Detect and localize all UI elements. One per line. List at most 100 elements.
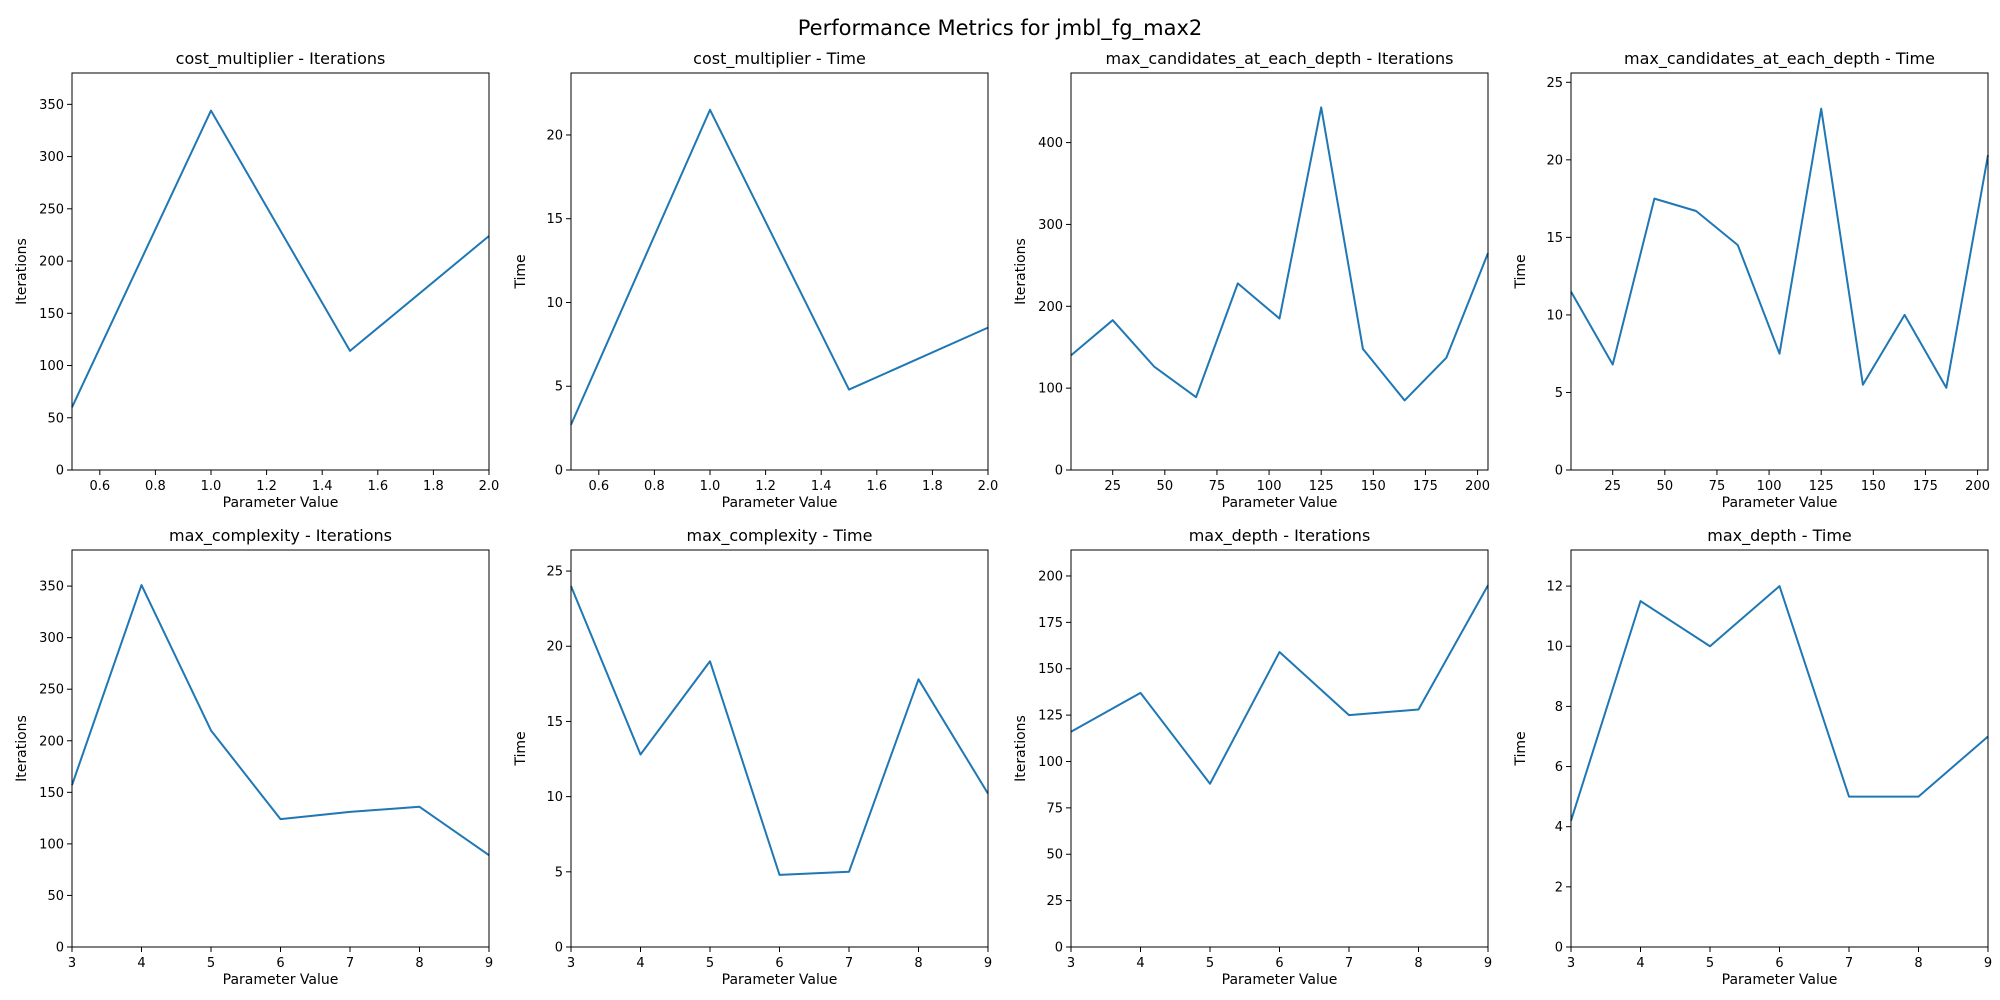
x-tick-label: 1.8 [922,479,943,494]
x-tick-label: 1.0 [700,479,721,494]
y-tick-label: 75 [1046,801,1063,816]
y-tick-label: 20 [1546,153,1563,168]
y-tick-label: 6 [1555,760,1563,775]
subplot-grid: 0.6 0.8 1.0 1.2 1.4 1.6 1.8 2.00501001502002503… [14,49,1992,988]
x-tick-label: 8 [914,956,922,971]
y-tick-label: 0 [1055,941,1063,956]
subplot-6: 3 4 5 6 7 8 9 0 5 10 15 20 25 max_complexity - Time Pa… [513,526,992,988]
x-tick-label: 5 [1206,956,1214,971]
y-axis-label: Time [1513,254,1529,289]
axes-frame [570,549,989,948]
y-axis-label: Iterations [1013,238,1029,305]
x-tick-label: 125 [1309,479,1334,494]
x-axis-label: Parameter Value [722,495,838,511]
y-tick-label: 10 [546,790,563,805]
axes-frame [1570,549,1989,948]
x-tick-label: 1.4 [811,479,832,494]
y-tick-label: 0 [1055,464,1063,479]
x-tick-label: 200 [1965,479,1990,494]
subplot-1: 0.6 0.8 1.0 1.2 1.4 1.6 1.8 2.0 0 50 100 150 200 250 3… [14,49,499,511]
x-tick-label: 75 [1209,479,1226,494]
axes-frame [71,72,490,471]
y-tick-label: 350 [39,580,64,595]
x-tick-label: 2.0 [479,479,500,494]
y-tick-label: 200 [39,734,64,749]
y-tick-label: 250 [39,202,64,217]
series-line [71,109,490,408]
subplot-title: max_complexity - Time [687,526,873,546]
x-tick-label: 9 [1984,956,1992,971]
x-tick-label: 1.0 [201,479,222,494]
y-axis-label: Iterations [1013,715,1029,782]
x-axis-label: Parameter Value [1222,495,1338,511]
axes-frame [1570,72,1989,471]
y-tick-label: 0 [1555,941,1563,956]
y-tick-label: 150 [39,786,64,801]
x-tick-label: 75 [1709,479,1726,494]
y-tick-label: 25 [1546,76,1563,91]
series-line [1070,584,1489,785]
y-tick-label: 10 [1546,640,1563,655]
x-tick-label: 25 [1104,479,1121,494]
y-tick-label: 100 [39,359,64,374]
x-tick-label: 7 [1345,956,1353,971]
x-tick-label: 3 [567,956,575,971]
x-tick-label: 3 [68,956,76,971]
x-tick-label: 6 [1775,956,1783,971]
x-axis-label: Parameter Value [223,972,339,988]
x-tick-label: 1.2 [755,479,776,494]
y-tick-label: 0 [555,464,563,479]
series-line [71,584,490,857]
x-tick-label: 25 [1604,479,1621,494]
y-tick-label: 0 [56,464,64,479]
x-tick-label: 6 [1275,956,1283,971]
subplot-4: 25 50 75 100 125 150 175 200 0 5 10 15 20 25 max_candi… [1513,49,1990,511]
x-tick-label: 7 [346,956,354,971]
x-tick-label: 50 [1157,479,1174,494]
x-tick-label: 4 [1636,956,1644,971]
y-tick-label: 350 [39,98,64,113]
x-tick-label: 0.8 [145,479,166,494]
x-axis-label: Parameter Value [1722,495,1838,511]
y-tick-label: 4 [1555,820,1563,835]
x-tick-label: 8 [1414,956,1422,971]
y-tick-label: 10 [1546,308,1563,323]
x-tick-label: 9 [485,956,493,971]
subplot-title: max_candidates_at_each_depth - Time [1624,49,1935,69]
x-tick-label: 1.2 [256,479,277,494]
x-tick-label: 8 [415,956,423,971]
x-tick-label: 175 [1913,479,1938,494]
subplot-title: cost_multiplier - Iterations [176,49,386,69]
x-tick-label: 1.4 [312,479,333,494]
x-tick-label: 8 [1914,956,1922,971]
series-line [1070,106,1489,402]
y-tick-label: 150 [1038,662,1063,677]
y-tick-label: 15 [1546,231,1563,246]
y-tick-label: 5 [555,380,563,395]
x-tick-label: 50 [1657,479,1674,494]
y-tick-label: 150 [39,307,64,322]
x-axis-label: Parameter Value [722,972,838,988]
x-tick-label: 0.6 [89,479,110,494]
subplot-8: 3 4 5 6 7 8 9 0 2 4 6 8 10 12 max_depth - Time Paramete… [1513,526,1992,988]
x-axis-label: Parameter Value [223,495,339,511]
x-tick-label: 6 [775,956,783,971]
y-tick-label: 50 [47,889,64,904]
axes-frame [1070,549,1489,948]
y-tick-label: 200 [39,255,64,270]
series-line [570,585,989,876]
y-tick-label: 12 [1546,580,1563,595]
y-tick-label: 50 [1046,848,1063,863]
y-tick-label: 5 [555,865,563,880]
series-line [1570,585,1989,821]
subplot-5: 3 4 5 6 7 8 9 0 50 100 150 200 250 300 350 max_complexi… [14,526,493,988]
series-line [1570,107,1989,389]
x-tick-label: 150 [1861,479,1886,494]
x-tick-label: 5 [207,956,215,971]
x-tick-label: 1.6 [367,479,388,494]
y-tick-label: 300 [1038,218,1063,233]
x-tick-label: 1.6 [866,479,887,494]
subplot-title: max_complexity - Iterations [169,526,392,546]
x-tick-label: 175 [1413,479,1438,494]
